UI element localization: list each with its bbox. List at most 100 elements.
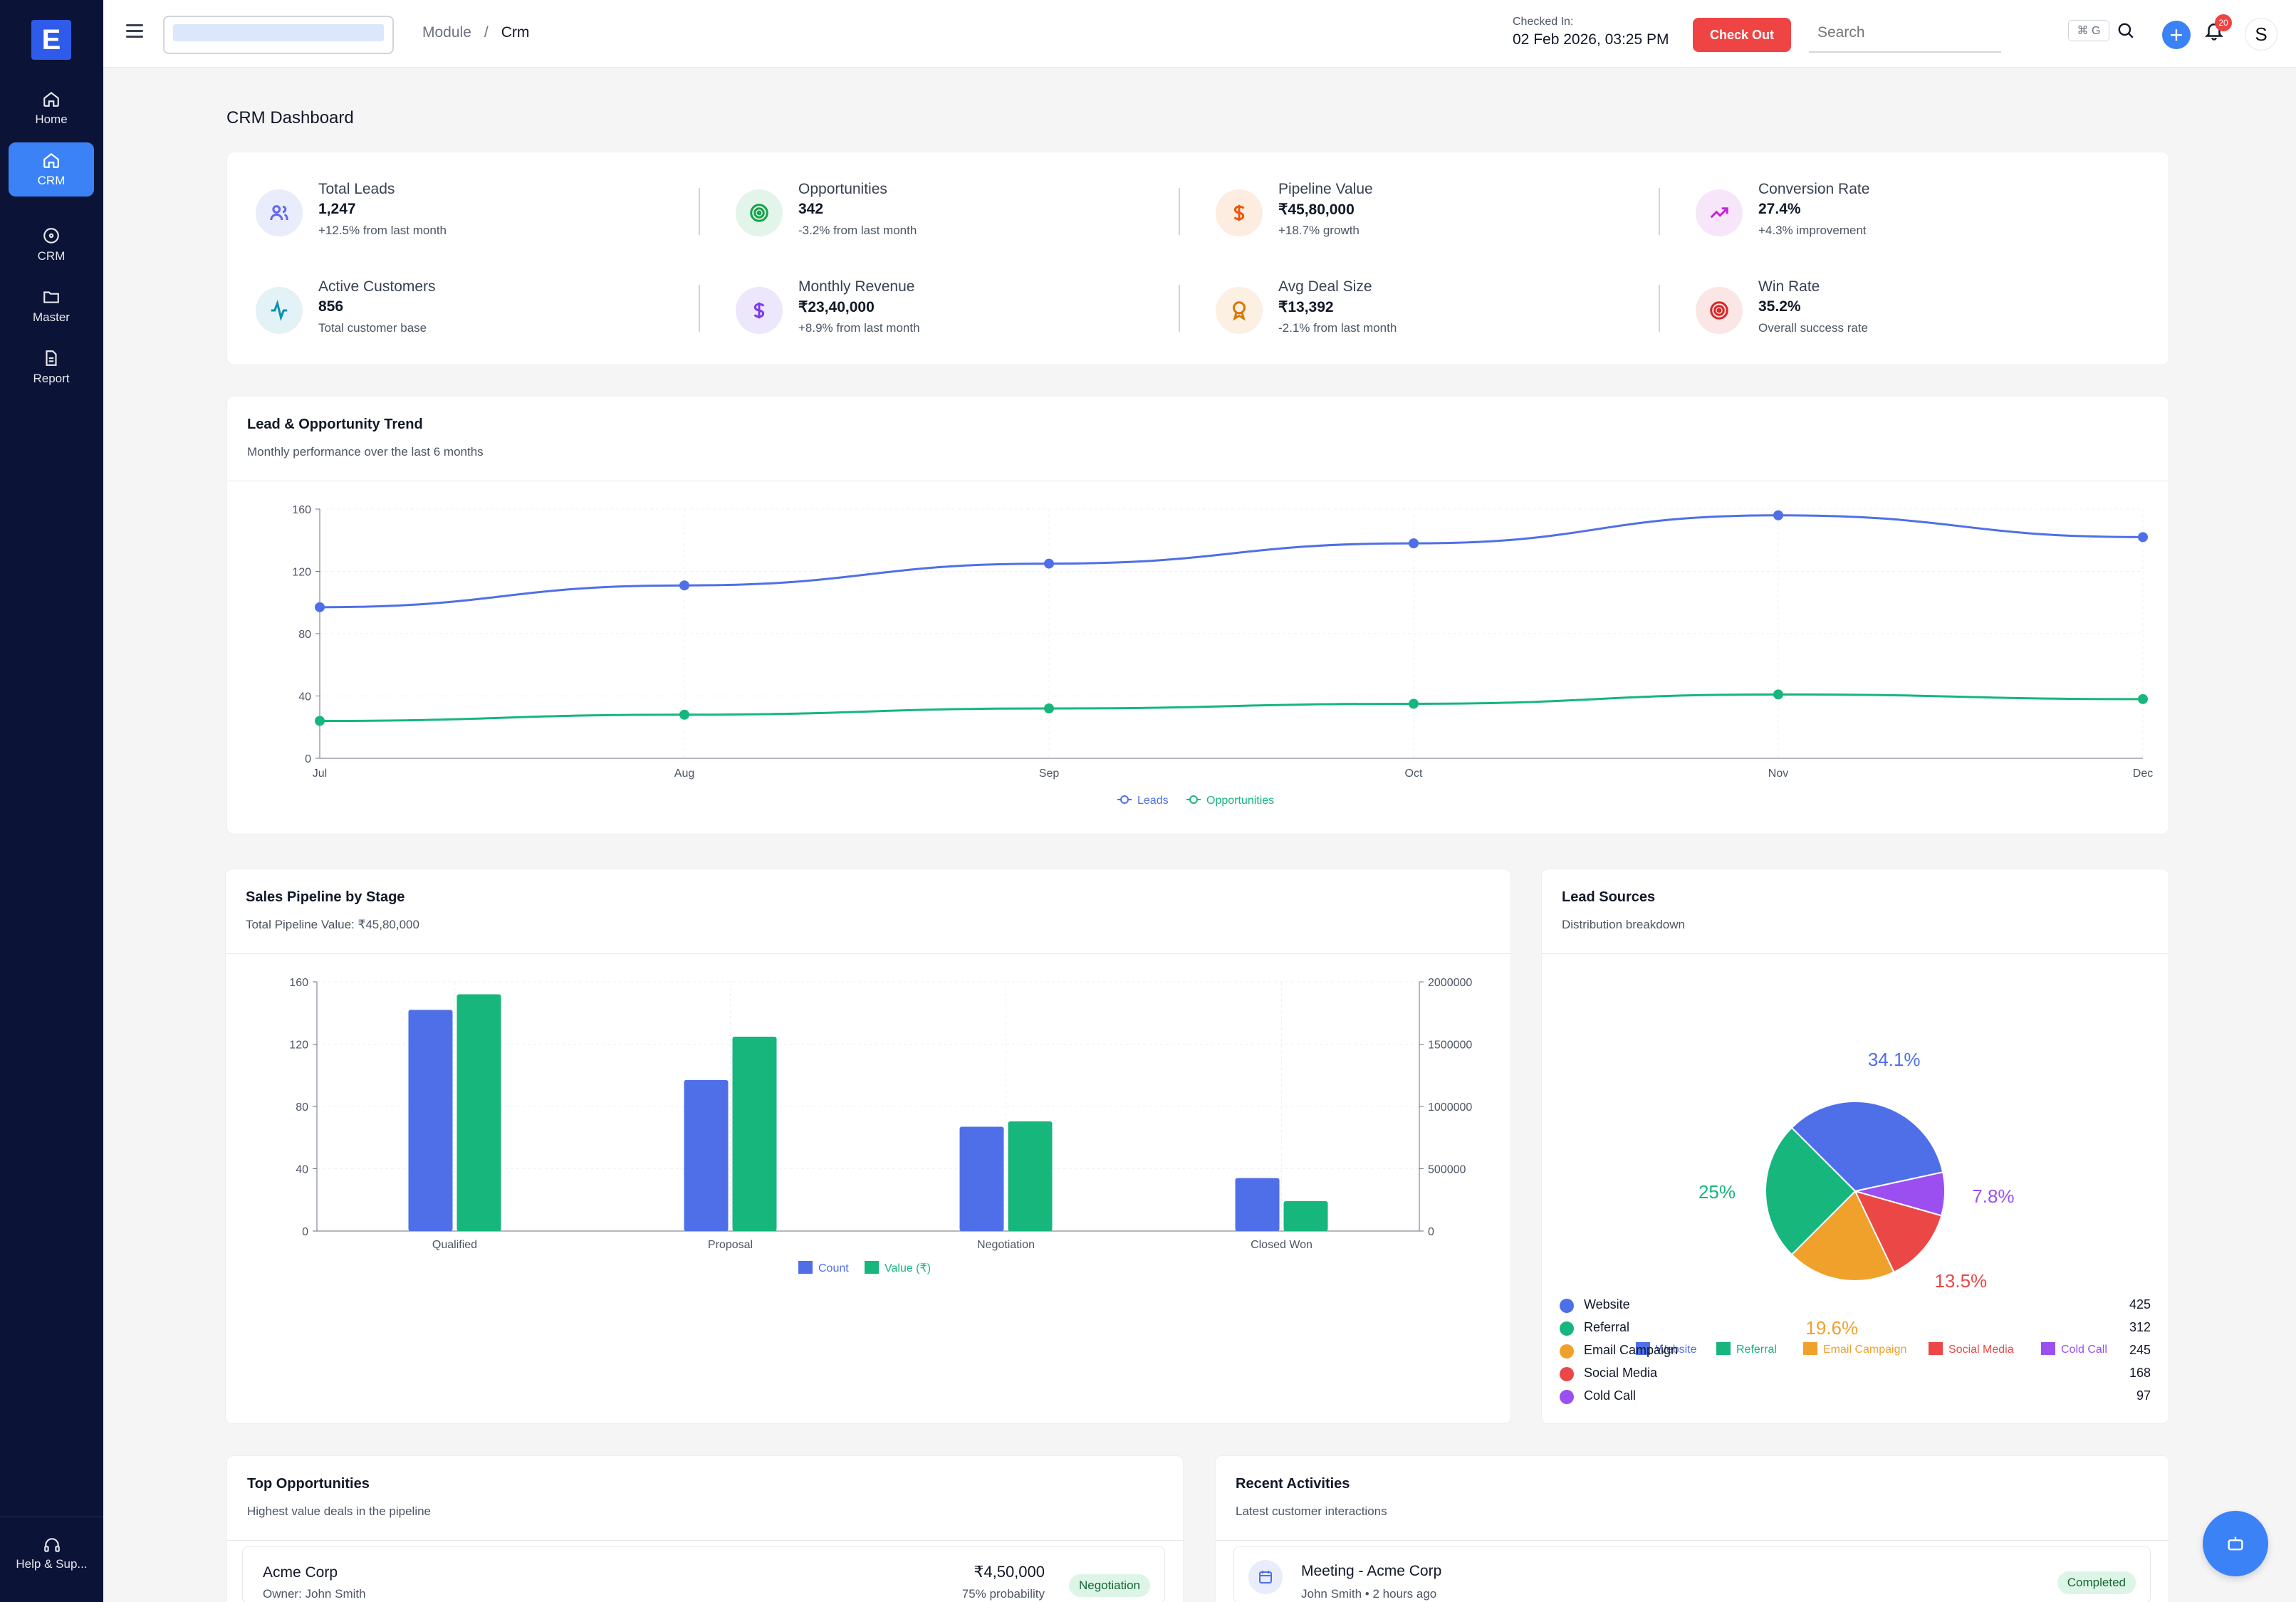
sidebar-item-report[interactable]: Report <box>9 340 94 394</box>
bar-value <box>456 994 501 1231</box>
legend-label: Website <box>1656 1344 1697 1356</box>
activities-subtitle: Latest customer interactions <box>1236 1504 1387 1518</box>
check-out-button[interactable]: Check Out <box>1693 18 1791 52</box>
sidebar-item-label: Home <box>35 112 68 126</box>
trend-line-chart: 0 40 80 120 160 Jul Aug Sep Oct Nov Dec Leads Opport… <box>292 504 2153 807</box>
breadcrumb: Module / Crm <box>422 24 529 41</box>
help-support-link[interactable]: Help & Sup... <box>0 1517 103 1571</box>
stat-total-leads: Total Leads 1,247 +12.5% from last month <box>256 181 654 252</box>
y-tick-label: 0 <box>305 753 311 765</box>
stat-value: 27.4% <box>1758 201 1801 217</box>
sidebar-item-crm-active[interactable]: CRM <box>9 142 94 197</box>
y-tick-label: 40 <box>298 691 311 703</box>
sidebar-item-master[interactable]: Master <box>9 279 94 333</box>
sidebar-item-home[interactable]: Home <box>9 81 94 135</box>
source-count: 97 <box>2136 1388 2151 1403</box>
legend-swatch <box>865 1261 879 1274</box>
x-tick-label: Jul <box>313 768 327 780</box>
y-tick-label: 80 <box>296 1101 308 1114</box>
breadcrumb-current: Crm <box>501 24 530 41</box>
y2-tick-label: 0 <box>1428 1226 1434 1238</box>
calendar-icon <box>1248 1560 1283 1594</box>
activity-title: Meeting - Acme Corp <box>1301 1563 1442 1579</box>
stat-avg-deal-size: Avg Deal Size ₹13,392 -2.1% from last mont… <box>1216 278 1614 350</box>
source-count: 168 <box>2129 1366 2151 1380</box>
opportunity-row[interactable]: Acme Corp Owner: John Smith ₹4,50,000 75… <box>242 1546 1165 1602</box>
pie-slice-social-media <box>1854 1190 1943 1274</box>
target-icon <box>736 189 783 236</box>
data-point <box>679 709 689 720</box>
activities-title: Recent Activities <box>1236 1476 1350 1492</box>
stat-subtext: +12.5% from last month <box>318 224 447 237</box>
search-input[interactable] <box>1817 24 1960 41</box>
stat-subtext: +8.9% from last month <box>798 321 920 335</box>
stat-subtext: +4.3% improvement <box>1758 224 1867 237</box>
bot-icon <box>2228 1536 2243 1551</box>
bar-value <box>1283 1201 1328 1231</box>
target-icon <box>1696 287 1743 334</box>
bar-count <box>408 1010 453 1231</box>
global-search[interactable] <box>1809 14 2001 53</box>
sources-subtitle: Distribution breakdown <box>1562 918 1685 931</box>
data-point <box>1044 703 1054 713</box>
y2-tick-label: 500000 <box>1428 1164 1466 1176</box>
stats-card: Total Leads 1,247 +12.5% from last month Op… <box>226 152 2169 365</box>
y-tick-label: 40 <box>296 1164 308 1176</box>
stat-opportunities: Opportunities 342 -3.2% from last month <box>736 181 1134 252</box>
legend-swatch <box>1803 1342 1817 1355</box>
hamburger-menu-icon[interactable] <box>126 24 143 38</box>
stat-value: ₹45,80,000 <box>1278 201 1355 218</box>
activity-icon <box>256 287 303 334</box>
pie-slice-email-campaign <box>1790 1190 1895 1282</box>
opportunity-owner: Owner: John Smith <box>263 1587 366 1601</box>
x-tick-label: Oct <box>1405 768 1423 780</box>
x-tick-label: Aug <box>674 768 694 780</box>
legend-swatch <box>2041 1342 2055 1355</box>
sidebar-item-crm[interactable]: CRM <box>9 218 94 272</box>
y2-tick-label: 1500000 <box>1428 1040 1472 1052</box>
search-icon[interactable] <box>2117 21 2135 40</box>
x-tick-label: Sep <box>1039 768 1060 780</box>
workspace-selector[interactable] <box>163 16 394 54</box>
add-new-button[interactable]: + <box>2162 21 2191 49</box>
avatar[interactable]: S <box>2245 18 2277 51</box>
app-logo[interactable]: E <box>31 20 71 60</box>
breadcrumb-module[interactable]: Module <box>422 24 471 41</box>
stat-label: Opportunities <box>798 181 887 197</box>
sidebar-item-label: Master <box>33 310 70 324</box>
top-opps-title: Top Opportunities <box>247 1476 370 1492</box>
notification-badge: 20 <box>2215 14 2232 31</box>
stat-label: Avg Deal Size <box>1278 278 1372 295</box>
source-dot <box>1560 1321 1574 1336</box>
bar-count <box>959 1126 1004 1231</box>
stat-active-customers: Active Customers 856 Total customer base <box>256 278 654 350</box>
source-count: 425 <box>2129 1297 2151 1312</box>
y-tick-label: 0 <box>302 1226 308 1238</box>
stat-subtext: -3.2% from last month <box>798 224 917 237</box>
legend-swatch <box>798 1261 813 1274</box>
source-name: Email Campaign <box>1584 1343 1679 1357</box>
stat-subtext: Total customer base <box>318 321 427 335</box>
circle-icon <box>43 228 59 244</box>
data-point <box>2138 693 2148 704</box>
stat-label: Active Customers <box>318 278 436 295</box>
legend-label: Email Campaign <box>1823 1344 1906 1356</box>
y-tick-label: 120 <box>292 567 311 579</box>
pie-slice-website <box>1790 1101 1944 1193</box>
y-tick-label: 80 <box>298 629 311 641</box>
x-tick-label: Nov <box>1768 768 1788 780</box>
pipeline-title: Sales Pipeline by Stage <box>246 889 405 905</box>
activity-row[interactable]: Meeting - Acme Corp John Smith • 2 hours… <box>1233 1546 2151 1602</box>
legend-label: Count <box>818 1262 849 1274</box>
top-opportunities-card: Top Opportunities Highest value deals in… <box>226 1455 1184 1602</box>
source-name: Social Media <box>1584 1366 1658 1380</box>
users-icon <box>256 189 303 236</box>
data-point <box>1773 689 1783 700</box>
stat-value: 342 <box>798 201 824 217</box>
legend-label: Referral <box>1736 1344 1777 1356</box>
award-icon <box>1216 287 1263 334</box>
x-tick-label: Qualified <box>432 1239 477 1251</box>
chatbot-button[interactable] <box>2203 1511 2268 1576</box>
pie-label: 13.5% <box>1934 1270 1987 1292</box>
sidebar-item-label: Report <box>33 372 70 385</box>
